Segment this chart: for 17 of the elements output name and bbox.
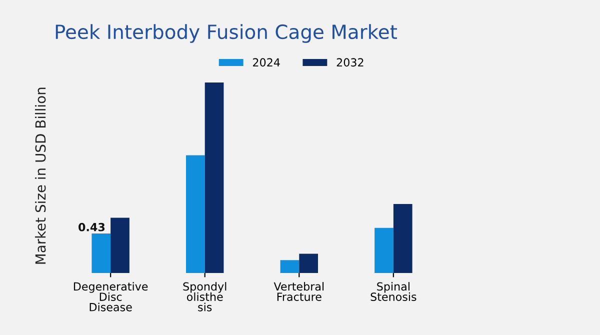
bar [186, 155, 205, 274]
y-axis-title: Market Size in USD Billion [35, 88, 46, 264]
x-tick-label: Degenerative Disc Disease [74, 282, 148, 312]
bar [280, 260, 300, 274]
legend-label: 2024 [253, 58, 280, 67]
bar [110, 218, 130, 274]
x-tick-label: Spondyl olisthe sis [183, 282, 226, 312]
data-label: 0.43 [78, 222, 105, 232]
bar [204, 82, 224, 274]
bar [299, 254, 318, 274]
chart-title: Peek Interbody Fusion Cage Market [56, 24, 398, 43]
legend-label: 2032 [336, 58, 364, 67]
bar [92, 233, 111, 274]
bar [374, 228, 394, 274]
bar [393, 204, 412, 274]
x-tick-label: Vertebral Fracture [274, 282, 324, 301]
x-tick-label: Spinal Stenosis [370, 282, 416, 301]
